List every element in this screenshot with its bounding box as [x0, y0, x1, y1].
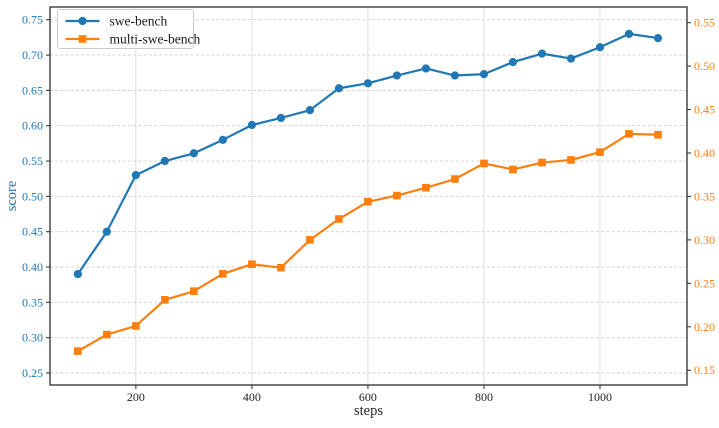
data-point: [161, 296, 169, 304]
right-axis-tick-label: 0.45: [694, 103, 715, 117]
data-point: [248, 260, 256, 269]
data-point: [73, 269, 82, 279]
x-axis-tick-label: 200: [127, 390, 145, 404]
data-point: [422, 183, 430, 192]
right-axis-tick-label: 0.25: [694, 276, 715, 290]
legend: swe-bench multi-swe-bench: [57, 9, 201, 49]
series-swe-bench: [73, 29, 663, 279]
x-axis-tick-label: 400: [243, 390, 261, 404]
left-axis-tick-label: 0.25: [22, 366, 43, 380]
left-axis-tick-label: 0.45: [22, 225, 43, 239]
data-point: [653, 33, 663, 43]
left-axis-tick-label: 0.65: [22, 83, 43, 97]
data-point: [625, 130, 633, 138]
left-axis-tick-label: 0.55: [22, 154, 43, 168]
left-axis-tick-label: 0.35: [22, 295, 43, 309]
data-point: [219, 269, 227, 278]
data-point: [595, 43, 605, 52]
right-axis-tick-label: 0.15: [694, 363, 715, 377]
data-point: [247, 120, 256, 130]
left-axis-tick-label: 0.50: [22, 189, 43, 203]
data-point: [189, 149, 198, 158]
right-axis-tick-label: 0.35: [694, 189, 715, 203]
right-axis-tick-label: 0.20: [694, 320, 715, 334]
right-axis: 0.15 0.20 0.25 0.30 0.35 0.40 0.45 0.50 0.55: [687, 16, 715, 377]
data-point: [567, 156, 575, 164]
x-axis-tick-label: 1000: [588, 390, 612, 404]
left-axis-tick-label: 0.75: [22, 13, 43, 27]
y-axis-label: score: [4, 181, 20, 212]
data-point: [132, 322, 140, 330]
data-point: [450, 71, 460, 80]
data-point: [364, 197, 372, 206]
data-point: [421, 64, 431, 73]
data-point: [334, 84, 344, 93]
left-axis-tick-label: 0.60: [22, 119, 43, 133]
data-point: [479, 70, 489, 79]
left-axis-tick-label: 0.40: [22, 260, 43, 274]
data-point: [393, 191, 401, 200]
data-point: [624, 29, 634, 38]
legend-entry: swe-bench: [65, 14, 168, 29]
data-point: [131, 171, 140, 180]
data-point: [160, 156, 169, 166]
data-point: [103, 330, 111, 339]
data-point: [654, 130, 662, 139]
data-point: [596, 148, 604, 156]
data-point: [276, 113, 285, 123]
series-multi-swe-bench: [74, 130, 662, 355]
data-point: [305, 106, 315, 115]
legend-entry: multi-swe-bench: [65, 32, 201, 47]
data-point: [190, 287, 198, 295]
right-axis-tick-label: 0.30: [694, 233, 715, 247]
data-point: [392, 71, 402, 80]
legend-label: multi-swe-bench: [110, 32, 201, 47]
data-point: [480, 159, 488, 168]
data-point: [335, 215, 343, 223]
data-point: [537, 49, 547, 58]
x-axis-tick-label: 600: [359, 390, 377, 404]
data-point: [451, 175, 459, 183]
right-axis-tick-label: 0.50: [694, 59, 715, 73]
right-axis-tick-label: 0.55: [694, 16, 715, 30]
legend-label: swe-bench: [110, 14, 168, 29]
data-point: [102, 227, 111, 236]
left-axis-tick-label: 0.70: [22, 48, 43, 62]
data-point: [363, 79, 373, 88]
legend-swatch-marker: [78, 16, 87, 26]
legend-swatch-marker: [78, 35, 87, 43]
data-point: [538, 158, 546, 167]
left-axis-tick-label: 0.30: [22, 331, 43, 345]
x-axis: 200 400 600 800 1000: [127, 385, 612, 404]
x-axis-label: steps: [354, 403, 383, 419]
data-point: [508, 58, 518, 67]
data-point: [566, 54, 576, 63]
data-point: [277, 263, 285, 272]
data-point: [74, 347, 82, 355]
left-axis: 0.25 0.30 0.35 0.40 0.45 0.50 0.55 0.60 0.65 0.70…: [22, 13, 50, 380]
data-point: [509, 165, 517, 174]
data-point: [306, 236, 314, 244]
right-axis-tick-label: 0.40: [694, 146, 715, 160]
x-axis-tick-label: 800: [475, 390, 493, 404]
data-point: [218, 135, 227, 144]
